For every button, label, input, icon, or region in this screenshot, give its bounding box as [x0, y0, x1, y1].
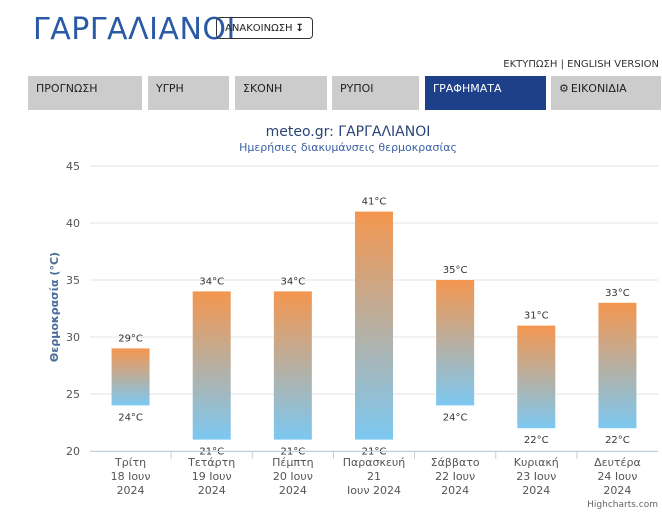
temperature-range-bar[interactable]	[598, 302, 637, 429]
x-tick-label: 24 Ιουν	[597, 470, 637, 483]
x-tick-label: Τετάρτη	[187, 456, 235, 469]
temperature-range-bar[interactable]	[517, 325, 556, 429]
x-tick-label: Τρίτη	[114, 456, 146, 469]
high-temp-label: 34°C	[199, 276, 224, 287]
chart-svg: meteo.gr: ΓΑΡΓΑΛΙΑΝΟΙ Ημερήσιες διακυμάν…	[48, 124, 658, 510]
x-tick-label: 2024	[279, 484, 307, 497]
x-tick-label: 23 Ιουν	[516, 470, 556, 483]
tab-label: ΡΥΠΟΙ	[340, 82, 374, 95]
gear-icon: ⚙	[559, 82, 569, 95]
tab-label: ΓΡΑΦΗΜΑΤΑ	[433, 82, 502, 95]
x-tick-label: Κυριακή	[514, 456, 559, 469]
chart-subtitle: Ημερήσιες διακυμάνσεις θερμοκρασίας	[239, 141, 457, 154]
temperature-range-bar[interactable]	[273, 291, 312, 440]
x-tick-label: 2024	[441, 484, 469, 497]
announcement-label: ΑΝΑΚΟΙΝΩΣΗ	[225, 22, 293, 34]
tab-label: ΕΙΚΟΝΙΔΙΑ	[570, 82, 627, 95]
low-temp-label: 21°C	[199, 447, 224, 458]
tab-humidity[interactable]: ΥΓΡΗ	[148, 76, 229, 110]
temperature-range-bar[interactable]	[355, 211, 393, 440]
high-temp-label: 29°C	[118, 333, 143, 344]
high-temp-label: 31°C	[524, 311, 549, 322]
tab-label: ΣΚΟΝΗ	[243, 82, 283, 95]
x-tick-label: Δευτέρα	[594, 456, 641, 469]
low-temp-label: 24°C	[443, 412, 468, 423]
temperature-range-bar[interactable]	[192, 291, 231, 440]
low-temp-label: 22°C	[605, 435, 630, 446]
english-version-link[interactable]: ENGLISH VERSION	[567, 59, 659, 70]
tab-icons[interactable]: ⚙ ΕΙΚΟΝΙΔΙΑ	[551, 76, 661, 110]
x-tick-label: 2024	[603, 484, 631, 497]
tab-charts[interactable]: ΓΡΑΦΗΜΑΤΑ	[425, 76, 546, 110]
x-tick-label: Ιουν 2024	[347, 484, 401, 497]
credits-link[interactable]: Highcharts.com	[587, 500, 658, 510]
x-tick-label: Πέμπτη	[272, 456, 313, 469]
y-tick-label: 35	[66, 274, 80, 287]
tab-dust[interactable]: ΣΚΟΝΗ	[235, 76, 327, 110]
tab-pollutants[interactable]: ΡΥΠΟΙ	[332, 76, 419, 110]
link-separator: |	[560, 59, 564, 70]
high-temp-label: 35°C	[443, 265, 468, 276]
x-tick-label: 20 Ιουν	[273, 470, 313, 483]
temperature-chart: meteo.gr: ΓΑΡΓΑΛΙΑΝΟΙ Ημερήσιες διακυμάν…	[0, 115, 662, 523]
x-tick-label: Σάββατο	[431, 456, 480, 469]
x-tick-label: 19 Ιουν	[192, 470, 232, 483]
low-temp-label: 21°C	[362, 447, 387, 458]
x-tick-label: 2024	[522, 484, 550, 497]
sort-down-icon: ↧	[295, 22, 304, 34]
low-temp-label: 24°C	[118, 412, 143, 423]
x-tick-label: 18 Ιουν	[111, 470, 151, 483]
high-temp-label: 34°C	[280, 276, 305, 287]
tab-label: ΥΓΡΗ	[156, 82, 184, 95]
x-tick-label: 22 Ιουν	[435, 470, 475, 483]
low-temp-label: 21°C	[280, 447, 305, 458]
page-title: ΓΑΡΓΑΛΙΑΝΟΙ	[33, 12, 236, 47]
print-link[interactable]: ΕΚΤΥΠΩΣΗ	[503, 59, 558, 70]
low-temp-label: 22°C	[524, 435, 549, 446]
x-tick-label: 2024	[198, 484, 226, 497]
high-temp-label: 33°C	[605, 288, 630, 299]
y-axis-title: Θερμοκρασία (°C)	[48, 252, 61, 362]
temperature-range-bar[interactable]	[436, 280, 475, 406]
x-tick-label: Παρασκευή	[343, 456, 406, 469]
x-tick-label: 2024	[117, 484, 145, 497]
x-tick-label: 21	[367, 470, 381, 483]
tab-forecast[interactable]: ΠΡΟΓΝΩΣΗ	[28, 76, 142, 110]
y-tick-label: 30	[66, 331, 80, 344]
temperature-range-bar[interactable]	[111, 348, 150, 406]
y-tick-label: 20	[66, 445, 80, 458]
y-tick-label: 40	[66, 217, 80, 230]
chart-title: meteo.gr: ΓΑΡΓΑΛΙΑΝΟΙ	[266, 124, 431, 140]
top-links: ΕΚΤΥΠΩΣΗ | ENGLISH VERSION	[503, 59, 659, 70]
y-tick-label: 45	[66, 160, 80, 173]
tab-label: ΠΡΟΓΝΩΣΗ	[36, 82, 98, 95]
y-tick-label: 25	[66, 388, 80, 401]
announcement-button[interactable]: ΑΝΑΚΟΙΝΩΣΗ ↧	[216, 17, 313, 39]
high-temp-label: 41°C	[362, 197, 387, 208]
